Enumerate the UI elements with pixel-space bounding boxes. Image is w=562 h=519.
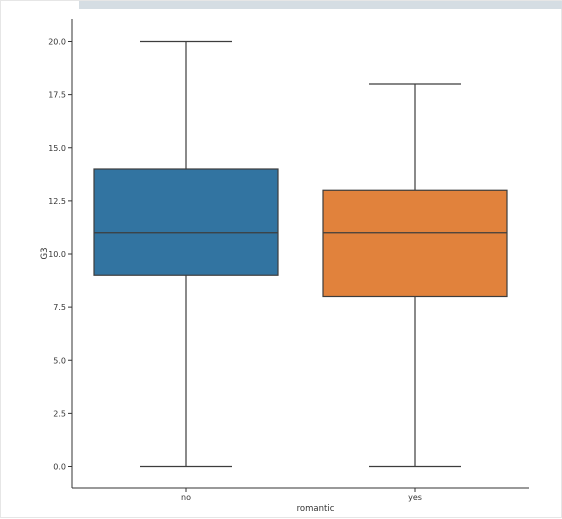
y-tick-label: 0.0 — [53, 463, 66, 472]
axes: 0.0 2.5 5.0 7.5 10.0 12.5 15.0 17.5 20.0 no yes — [48, 19, 529, 502]
y-tick-label: 5.0 — [53, 356, 66, 365]
top-scrollbar — [79, 1, 562, 9]
y-tick-label: 15.0 — [48, 144, 66, 153]
box-no — [93, 40, 279, 468]
x-axis-label: romantic — [297, 504, 335, 514]
y-tick-label: 17.5 — [48, 91, 66, 100]
iqr-box — [93, 168, 279, 276]
iqr-box — [322, 189, 508, 298]
y-tick-label: 10.0 — [48, 250, 66, 259]
y-tick-label: 2.5 — [53, 409, 66, 418]
y-axis-label: G3 — [40, 248, 50, 260]
boxes — [93, 40, 508, 468]
x-tick-label-yes: yes — [408, 493, 422, 502]
x-tick-label-no: no — [181, 493, 191, 502]
y-tick-label: 7.5 — [53, 303, 66, 312]
y-tick-label: 20.0 — [48, 38, 66, 47]
box-yes — [322, 83, 508, 468]
y-tick-label: 12.5 — [48, 197, 66, 206]
